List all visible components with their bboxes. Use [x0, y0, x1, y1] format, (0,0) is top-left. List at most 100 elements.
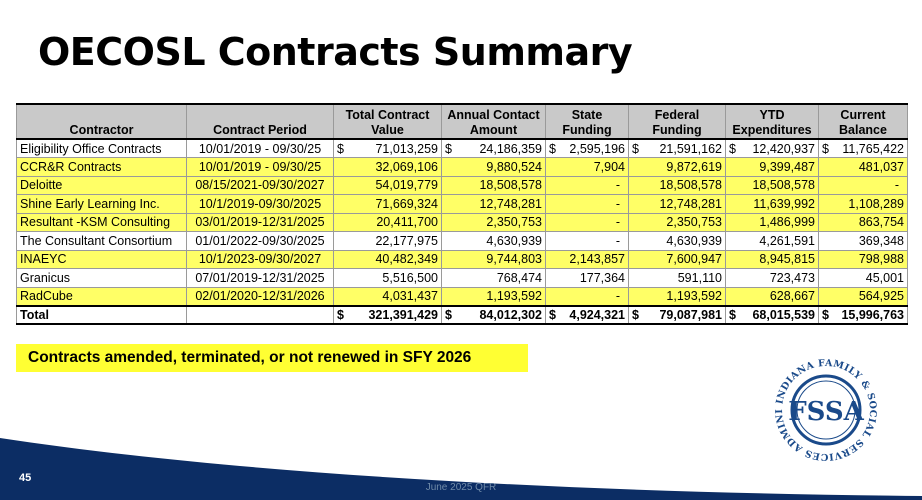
cell-value: 24,186,359: [479, 141, 542, 156]
cell-value: 84,012,302: [479, 307, 542, 322]
cell-federal-funding: 2,350,753: [628, 212, 726, 232]
cell-ytd-expenditures: $12,420,937: [725, 138, 819, 158]
cell-value: 40,482,349: [375, 252, 438, 267]
table-row: INAEYC 10/1/2023-09/30/2027 40,482,349 9,74…: [16, 249, 908, 269]
currency-symbol: $: [822, 307, 829, 322]
cell-state-funding: -: [545, 194, 629, 214]
cell-value: 369,348: [858, 233, 904, 248]
cell-value: 45,001: [865, 270, 904, 285]
header-total-contract-value: Total Contract Value: [333, 103, 442, 140]
cell-state-funding: $2,595,196: [545, 138, 629, 158]
page-title: OECOSL Contracts Summary: [38, 30, 633, 74]
cell-state-funding: -: [545, 286, 629, 306]
cell-ytd-expenditures: $68,015,539: [725, 304, 819, 325]
cell-ytd-expenditures: 628,667: [725, 286, 819, 306]
cell-value: 628,667: [769, 289, 815, 303]
amended-contracts-banner: Contracts amended, terminated, or not re…: [16, 344, 528, 372]
currency-symbol: $: [822, 141, 829, 156]
cell-annual-contact-amount: 12,748,281: [441, 194, 546, 214]
cell-value: 12,420,937: [752, 141, 815, 156]
cell-state-funding: 177,364: [545, 268, 629, 288]
cell-current-balance: $11,765,422: [818, 138, 908, 158]
cell-annual-contact-amount: 9,880,524: [441, 157, 546, 177]
cell-annual-contact-amount: 18,508,578: [441, 175, 546, 195]
header-federal-funding: Federal Funding: [628, 103, 726, 140]
table-row: Eligibility Office Contracts 10/01/2019 -…: [16, 138, 908, 158]
currency-symbol: $: [632, 307, 639, 322]
currency-symbol: $: [445, 141, 452, 156]
cell-annual-contact-amount: $84,012,302: [441, 304, 546, 325]
cell-value: 591,110: [677, 270, 722, 285]
cell-value: -: [615, 196, 620, 211]
cell-total-contract-value: $321,391,429: [333, 304, 442, 325]
cell-ytd-expenditures: 723,473: [725, 268, 819, 288]
cell-federal-funding: 18,508,578: [628, 175, 726, 195]
cell-value: 68,015,539: [752, 307, 815, 322]
cell-annual-contact-amount: $24,186,359: [441, 138, 546, 158]
cell-ytd-expenditures: 9,399,487: [725, 157, 819, 177]
cell-total-contract-value: 54,019,779: [333, 175, 442, 195]
cell-contractor: Deloitte: [16, 175, 187, 195]
cell-value: 15,996,763: [841, 307, 904, 322]
cell-value: 22,177,975: [375, 233, 438, 248]
cell-value: 18,508,578: [752, 178, 815, 193]
cell-value: 11,639,992: [753, 196, 815, 211]
cell-value: 4,031,437: [382, 289, 438, 303]
cell-annual-contact-amount: 4,630,939: [441, 231, 546, 251]
cell-value: 18,508,578: [659, 178, 722, 193]
cell-value: 9,744,803: [486, 252, 542, 267]
cell-federal-funding: 9,872,619: [628, 157, 726, 177]
cell-value: 4,261,591: [759, 233, 815, 248]
logo-letters: FSSA: [788, 397, 864, 427]
cell-contractor: INAEYC: [16, 249, 187, 269]
cell-total-contract-value: $71,013,259: [333, 138, 442, 158]
cell-total-contract-value: 22,177,975: [333, 231, 442, 251]
cell-value: 2,350,753: [666, 215, 722, 230]
cell-federal-funding: 591,110: [628, 268, 726, 288]
cell-value: 4,630,939: [666, 233, 722, 248]
table-row: CCR&R Contracts 10/01/2019 - 09/30/25 32,0…: [16, 157, 908, 177]
cell-value: 1,193,592: [666, 289, 722, 303]
cell-value: 9,880,524: [486, 159, 542, 174]
cell-state-funding: 7,904: [545, 157, 629, 177]
cell-total-contract-value: 20,411,700: [333, 212, 442, 232]
cell-value: 768,474: [496, 270, 542, 285]
cell-value: 21,591,162: [659, 141, 722, 156]
currency-symbol: $: [729, 141, 736, 156]
cell-contractor: Total: [16, 304, 187, 325]
cell-annual-contact-amount: 768,474: [441, 268, 546, 288]
cell-annual-contact-amount: 2,350,753: [441, 212, 546, 232]
cell-contract-period: 03/01/2019-12/31/2025: [186, 212, 334, 232]
table-row: Shine Early Learning Inc. 10/1/2019-09/30…: [16, 194, 908, 214]
cell-value: 9,872,619: [666, 159, 722, 174]
cell-value: 4,630,939: [486, 233, 542, 248]
footer-navy-band: [0, 438, 922, 500]
cell-value: 71,013,259: [375, 141, 438, 156]
cell-value: 564,925: [858, 289, 904, 303]
cell-value: 12,748,281: [659, 196, 722, 211]
cell-contract-period: 10/01/2019 - 09/30/25: [186, 138, 334, 158]
footer-text: June 2025 QFR: [425, 482, 497, 493]
header-ytd-expenditures: YTD Expenditures: [725, 103, 819, 140]
cell-value: 1,193,592: [486, 289, 542, 303]
header-annual-contact-amount: Annual Contact Amount: [441, 103, 546, 140]
cell-value: 1,486,999: [759, 215, 815, 230]
cell-value: 863,754: [858, 215, 904, 230]
cell-value: 71,669,324: [375, 196, 438, 211]
cell-contractor: Shine Early Learning Inc.: [16, 194, 187, 214]
header-contract-period: Contract Period: [186, 103, 334, 140]
cell-contract-period: [186, 304, 334, 325]
cell-current-balance: -: [818, 175, 908, 195]
header-current-balance: Current Balance: [818, 103, 908, 140]
cell-value: 20,411,700: [376, 215, 438, 230]
cell-current-balance: 863,754: [818, 212, 908, 232]
cell-annual-contact-amount: 1,193,592: [441, 286, 546, 306]
contracts-table: Contractor Contract Period Total Contrac…: [16, 103, 908, 325]
table-row: Resultant -KSM Consulting 03/01/2019-12/3…: [16, 212, 908, 232]
cell-value: 7,600,947: [666, 252, 722, 267]
cell-current-balance: 564,925: [818, 286, 908, 306]
cell-contract-period: 10/01/2019 - 09/30/25: [186, 157, 334, 177]
cell-federal-funding: 4,630,939: [628, 231, 726, 251]
cell-current-balance: 45,001: [818, 268, 908, 288]
cell-contract-period: 08/15/2021-09/30/2027: [186, 175, 334, 195]
